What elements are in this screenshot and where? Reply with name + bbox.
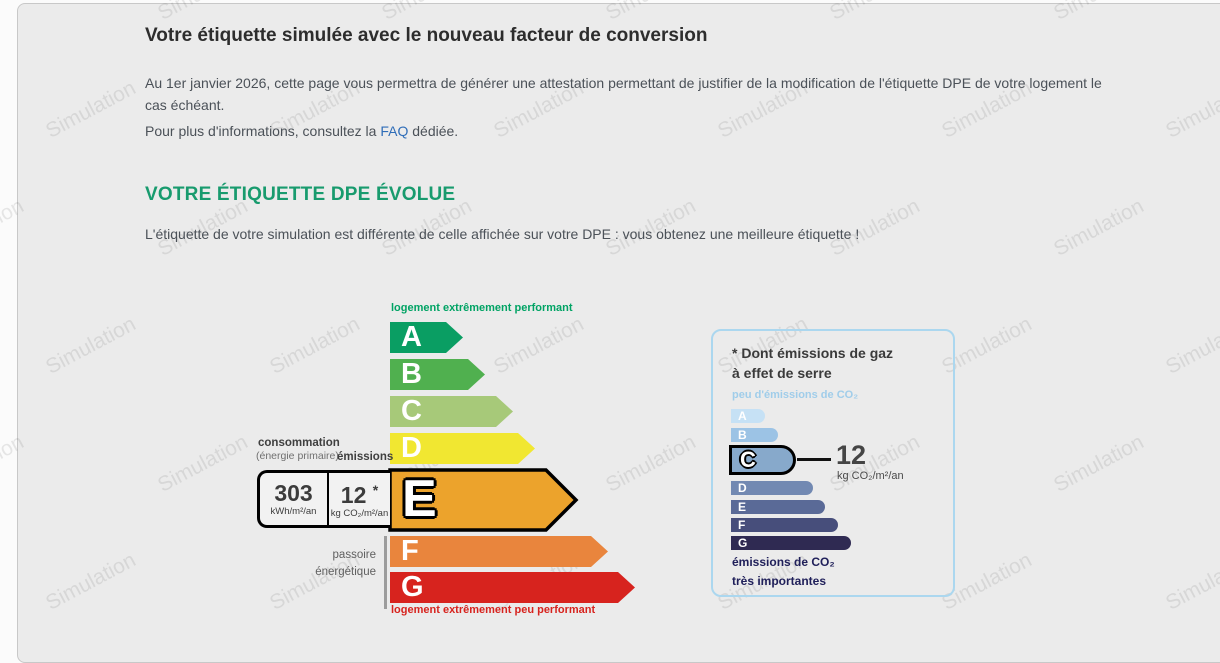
dpe-bar-b: B <box>390 359 485 390</box>
dpe-letter-e: E <box>402 469 437 529</box>
co2-bar-g: G <box>731 536 851 550</box>
consumption-label: consommation <box>258 437 340 449</box>
dpe-bar-a: A <box>390 322 463 353</box>
consumption-value: 303 <box>274 481 312 506</box>
consumption-cell: 303 kWh/m²/an <box>260 473 329 525</box>
dpe-letter-f: F <box>390 536 608 566</box>
consumption-sublabel: (énergie primaire) <box>256 450 339 462</box>
faq-link[interactable]: FAQ <box>380 123 408 139</box>
passoire-divider <box>384 536 387 609</box>
emissions-unit: kg CO₂/m²/an <box>331 508 389 520</box>
asterisk-note: * <box>373 482 378 498</box>
co2-bar-c-current: C <box>729 445 796 475</box>
scale-bottom-label: logement extrêmement peu performant <box>391 604 595 616</box>
co2-bar-a: A <box>731 409 765 423</box>
scale-top-label: logement extrêmement performant <box>391 302 573 314</box>
co2-unit: kg CO₂/m²/an <box>837 470 904 482</box>
co2-bar-e: E <box>731 500 825 514</box>
dpe-letter-c: C <box>390 396 513 426</box>
co2-panel-title: * Dont émissions de gaz à effet de serre <box>732 343 893 383</box>
consumption-unit: kWh/m²/an <box>271 506 317 518</box>
dpe-bar-e-current: E <box>388 467 580 533</box>
co2-high-label-1: émissions de CO₂ <box>732 555 835 569</box>
dpe-letter-a: A <box>390 322 463 352</box>
faq-line: Pour plus d'informations, consultez la F… <box>145 123 458 139</box>
co2-bar-d: D <box>731 481 813 495</box>
page-title: Votre étiquette simulée avec le nouveau … <box>145 25 707 47</box>
co2-letter-c: C <box>740 448 756 472</box>
co2-low-label: peu d'émissions de CO₂ <box>732 389 858 401</box>
dpe-letter-d: D <box>390 433 535 463</box>
co2-connector-line <box>797 458 831 461</box>
dpe-bar-c: C <box>390 396 513 427</box>
co2-value: 12 <box>836 440 866 471</box>
intro-text: Au 1er janvier 2026, cette page vous per… <box>145 72 1107 116</box>
dpe-values-box: 303 kWh/m²/an 12 * kg CO₂/m²/an <box>257 470 390 528</box>
co2-panel: * Dont émissions de gaz à effet de serre… <box>711 329 955 597</box>
faq-prefix: Pour plus d'informations, consultez la <box>145 123 380 139</box>
faq-suffix: dédiée. <box>408 123 458 139</box>
dpe-letter-g: G <box>390 572 635 602</box>
dpe-bar-d: D <box>390 433 535 464</box>
co2-bar-b: B <box>731 428 778 442</box>
result-text: L'étiquette de votre simulation est diff… <box>145 226 859 242</box>
co2-high-label-2: très importantes <box>732 574 826 588</box>
emissions-cell: 12 * kg CO₂/m²/an <box>329 473 390 525</box>
section-heading: VOTRE ÉTIQUETTE DPE ÉVOLUE <box>145 184 455 206</box>
emissions-value: 12 * <box>341 478 378 508</box>
co2-bar-f: F <box>731 518 838 532</box>
passoire-label: passoire énergétique <box>278 547 376 581</box>
dpe-letter-b: B <box>390 359 485 389</box>
dpe-bar-g: G <box>390 572 635 603</box>
emissions-label: émissions <box>337 451 393 463</box>
dpe-bar-f: F <box>390 536 608 567</box>
